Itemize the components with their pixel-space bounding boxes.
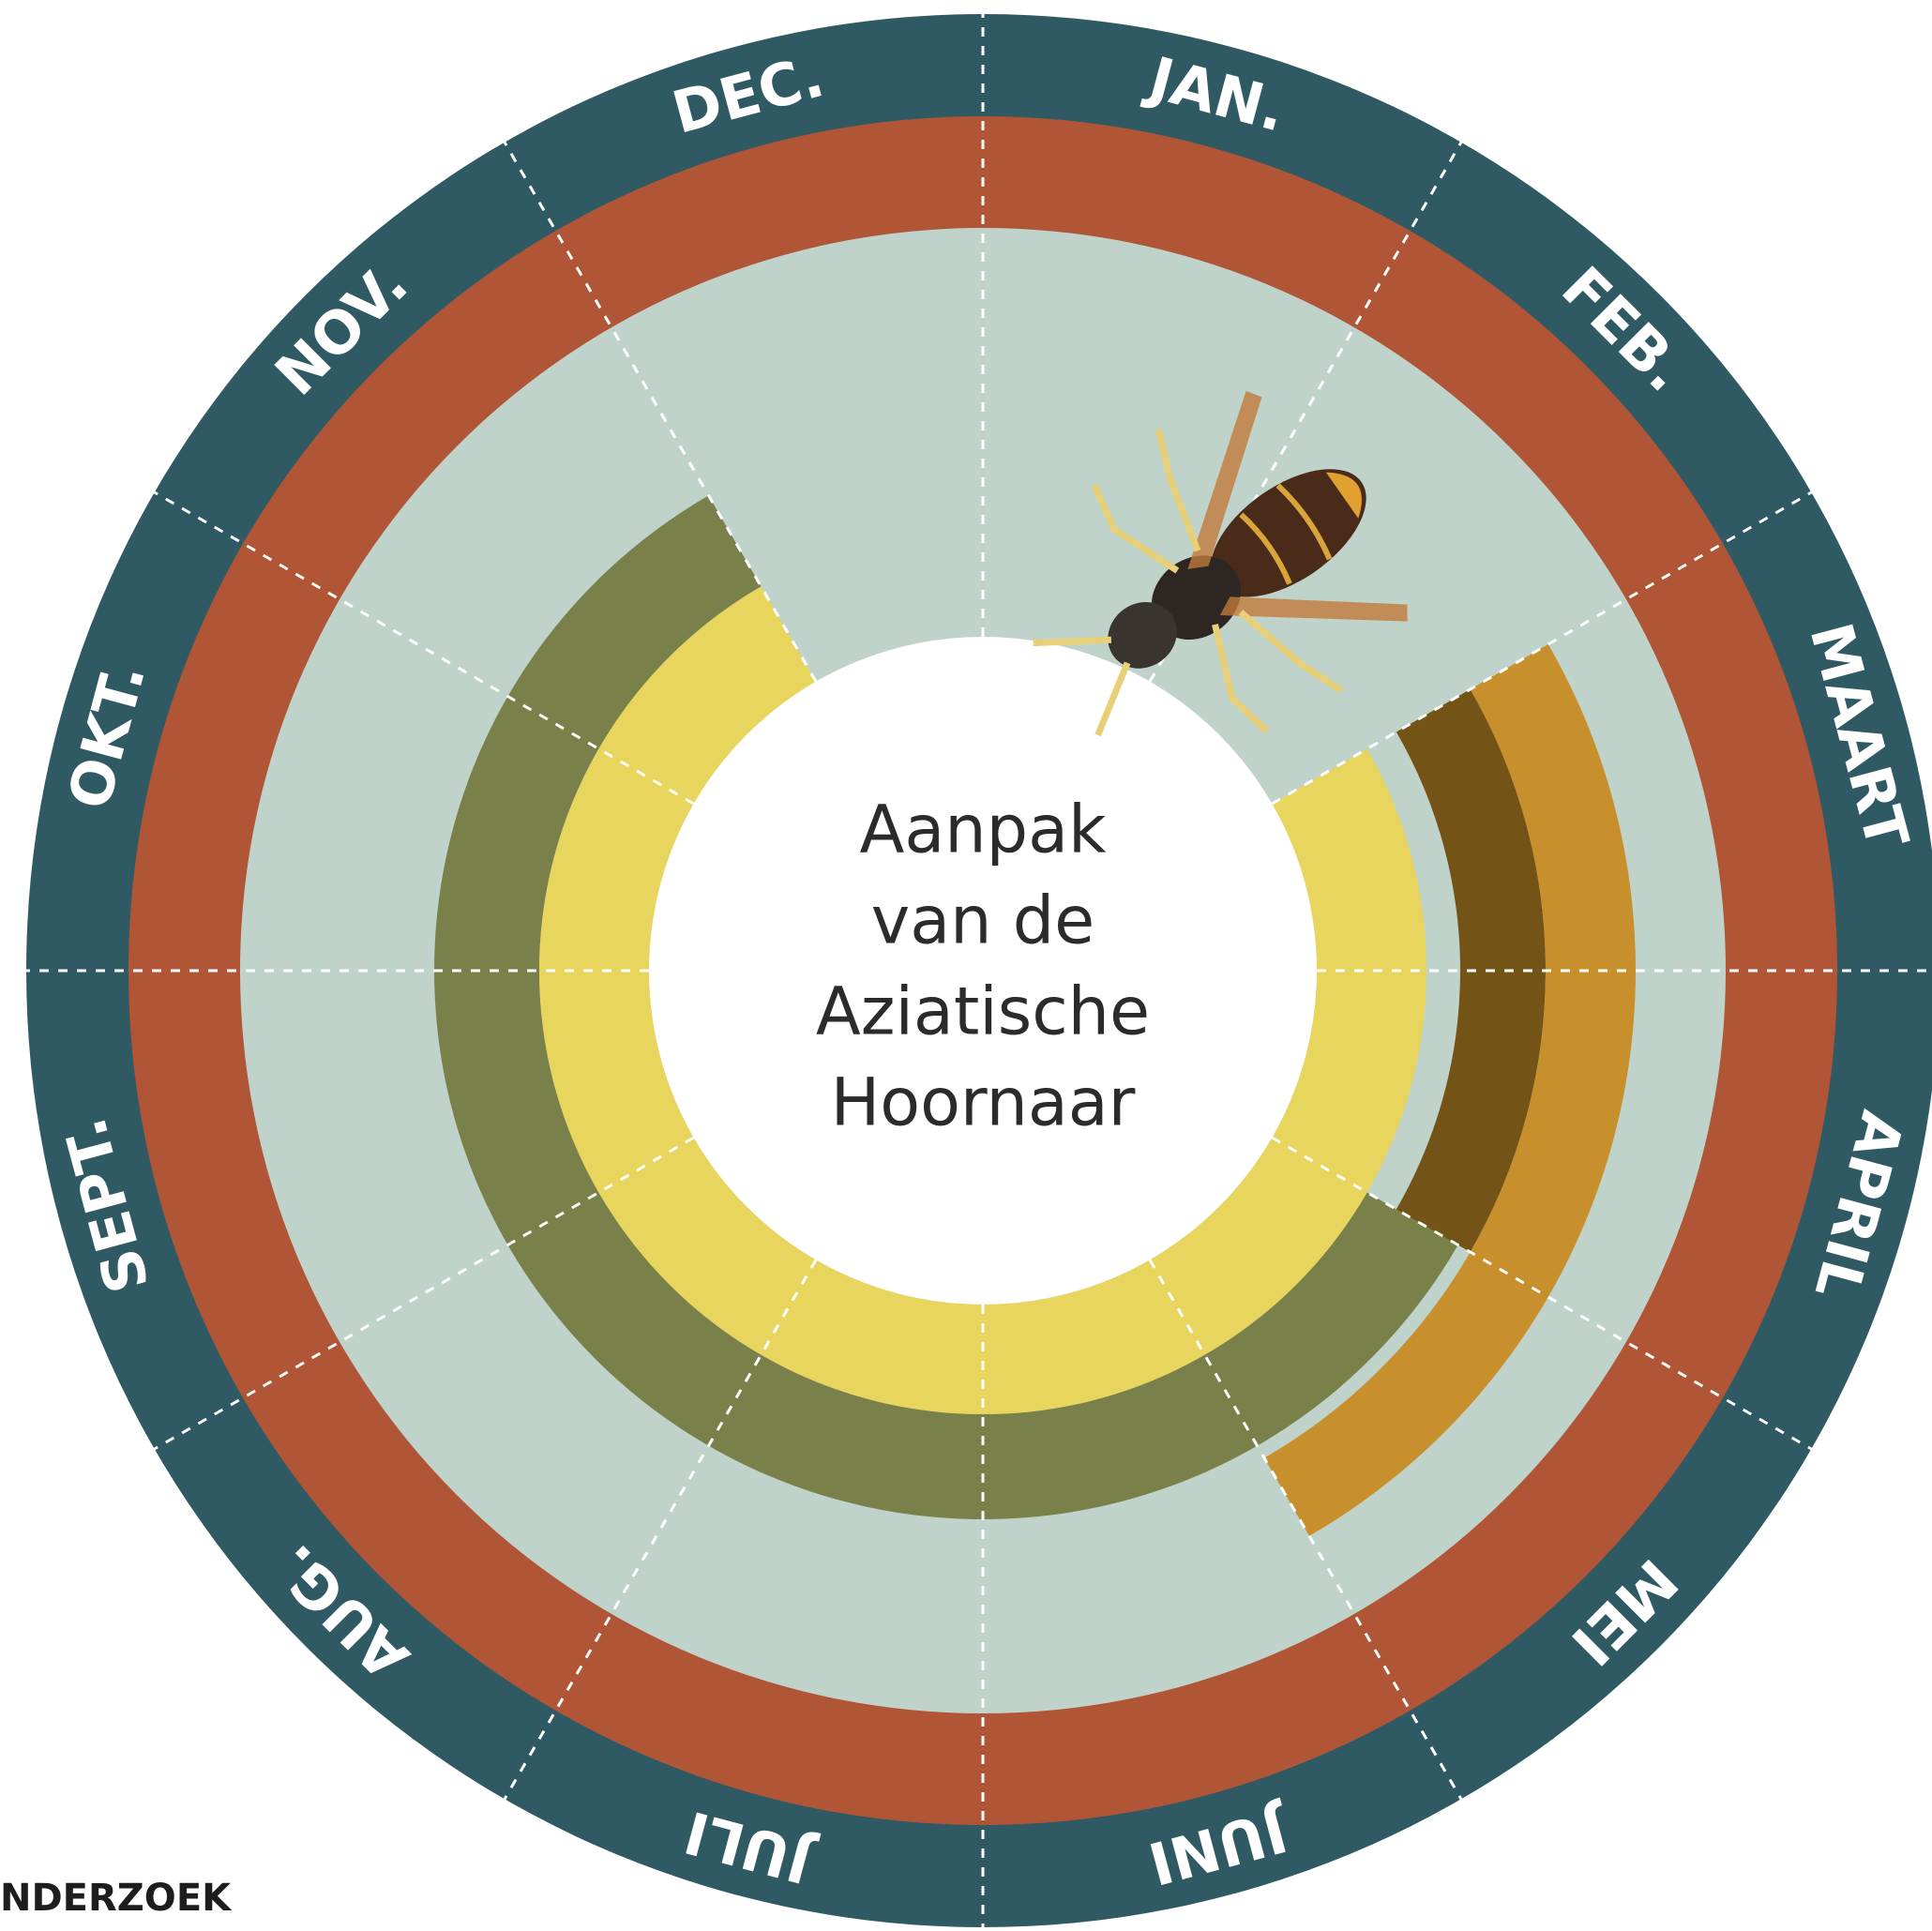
center-title-line: van de bbox=[871, 883, 1094, 959]
center-title-line: Aanpak bbox=[859, 792, 1106, 868]
center-title-line: Hoornaar bbox=[831, 1064, 1136, 1141]
center-title-line: Aziatische bbox=[816, 973, 1150, 1050]
rings bbox=[26, 14, 1932, 1927]
calendar-wheel: JAN.FEB.MAARTAPRILMEIJUNIJULIAUG.SEPT.OK… bbox=[0, 0, 1932, 1931]
center-disc bbox=[649, 637, 1317, 1305]
footer-text: NDERZOEK bbox=[0, 1877, 233, 1920]
